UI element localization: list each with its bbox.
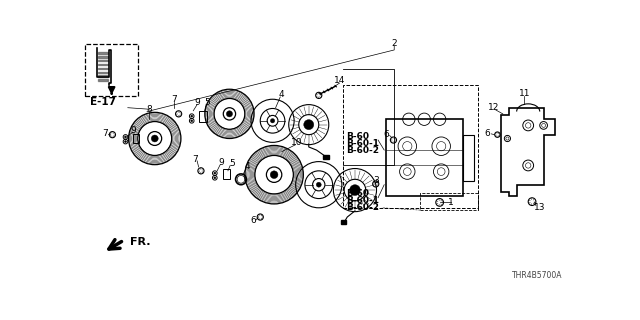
Text: B-60: B-60 <box>346 189 369 198</box>
Bar <box>463 135 474 181</box>
Circle shape <box>227 111 232 117</box>
Circle shape <box>191 115 193 117</box>
Text: 6: 6 <box>484 129 490 138</box>
Text: 10: 10 <box>291 138 303 147</box>
Text: 7: 7 <box>193 155 198 164</box>
Circle shape <box>316 182 321 187</box>
Bar <box>223 169 230 179</box>
Text: FR.: FR. <box>130 237 150 247</box>
Bar <box>200 111 207 122</box>
Text: 7: 7 <box>171 95 177 105</box>
Text: 14: 14 <box>334 76 345 85</box>
Circle shape <box>125 136 127 138</box>
Text: 9: 9 <box>131 126 136 135</box>
Text: B-60-1: B-60-1 <box>346 196 379 205</box>
Text: B-60-2: B-60-2 <box>346 203 379 212</box>
Bar <box>344 84 478 208</box>
Text: E-17: E-17 <box>90 97 116 107</box>
Bar <box>133 134 140 143</box>
Text: 5: 5 <box>204 98 210 107</box>
Text: 4: 4 <box>244 163 250 172</box>
Text: 8: 8 <box>147 105 152 114</box>
Text: B-60-2: B-60-2 <box>346 146 379 155</box>
Text: 6: 6 <box>250 216 256 225</box>
Text: 5: 5 <box>229 159 235 168</box>
Text: 3: 3 <box>373 176 379 185</box>
Bar <box>386 119 463 196</box>
Text: 1: 1 <box>449 198 454 207</box>
Text: 12: 12 <box>488 103 499 112</box>
Text: B-60-1: B-60-1 <box>346 139 379 148</box>
Circle shape <box>214 172 216 174</box>
Circle shape <box>125 141 127 142</box>
Text: 6: 6 <box>383 130 389 139</box>
Circle shape <box>304 120 314 130</box>
Circle shape <box>270 171 278 179</box>
Text: 9: 9 <box>218 158 224 167</box>
Bar <box>86 44 138 96</box>
Text: THR4B5700A: THR4B5700A <box>513 271 563 280</box>
Bar <box>420 193 478 210</box>
Bar <box>341 220 346 224</box>
Text: 11: 11 <box>518 89 530 98</box>
Text: 7: 7 <box>102 129 108 138</box>
Circle shape <box>349 185 360 196</box>
Circle shape <box>191 120 193 122</box>
Text: 2: 2 <box>392 39 397 48</box>
Circle shape <box>214 177 216 179</box>
Bar <box>323 156 329 159</box>
Text: 13: 13 <box>534 203 545 212</box>
Text: B-60: B-60 <box>346 132 369 141</box>
Circle shape <box>271 119 275 123</box>
Circle shape <box>151 135 158 142</box>
Text: 4: 4 <box>279 90 285 99</box>
Text: 9: 9 <box>194 98 200 107</box>
